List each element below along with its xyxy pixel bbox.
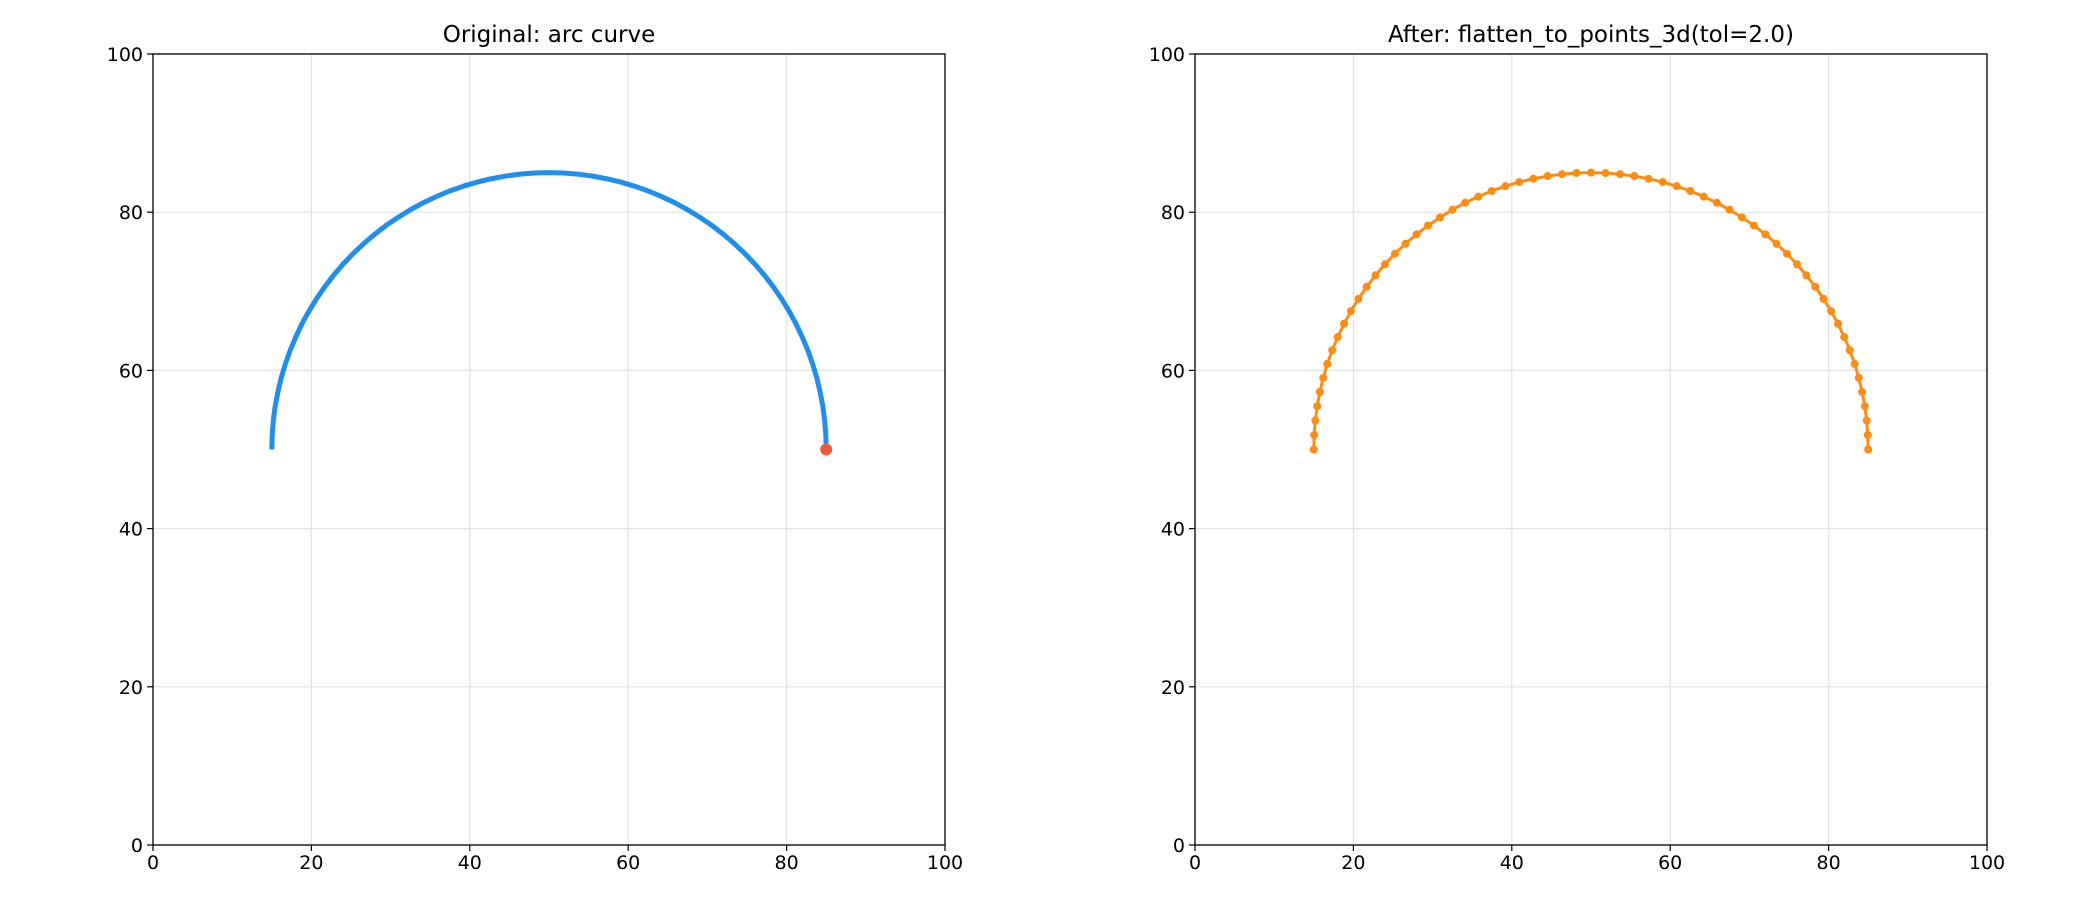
y-tick-label: 100: [107, 44, 143, 66]
y-tick-label: 40: [119, 519, 143, 541]
point: [1515, 178, 1524, 187]
point: [1845, 346, 1854, 355]
point: [1811, 282, 1820, 291]
y-tick-label: 20: [119, 677, 143, 699]
point: [1313, 402, 1322, 411]
point: [1783, 249, 1792, 258]
x-tick-label: 20: [1341, 852, 1365, 874]
point: [1558, 170, 1567, 179]
point: [820, 443, 833, 456]
point: [1850, 359, 1859, 368]
point: [1862, 416, 1871, 425]
point: [1749, 221, 1758, 230]
x-tick-label: 60: [616, 852, 640, 874]
point: [1501, 182, 1510, 191]
point: [1761, 230, 1770, 239]
point: [1840, 332, 1849, 341]
point: [1311, 416, 1320, 425]
curve: [269, 170, 829, 450]
point: [1354, 294, 1363, 303]
point: [1448, 205, 1457, 214]
point: [1644, 174, 1653, 183]
x-tick-label: 40: [1500, 852, 1524, 874]
point: [1362, 282, 1371, 291]
x-tick-label: 60: [1658, 852, 1682, 874]
point: [1529, 174, 1538, 183]
chart-title: After: flatten_to_points_3d(tol=2.0): [1388, 22, 1794, 48]
point: [1699, 192, 1708, 201]
x-tick-label: 100: [1969, 852, 2005, 874]
axes: 0 20 40 60 80 100 0 20 40 60 80 100 Original: arc cu…: [107, 22, 963, 874]
point: [1630, 172, 1639, 181]
x-tick-label: 100: [927, 852, 963, 874]
point: [1601, 169, 1610, 178]
point: [1686, 187, 1695, 196]
point: [1390, 249, 1399, 258]
y-tick-label: 60: [1161, 360, 1185, 382]
y-tick-label: 100: [1149, 44, 1185, 66]
point: [1587, 168, 1595, 177]
point: [1827, 307, 1836, 316]
point: [1863, 431, 1872, 440]
point: [1572, 169, 1581, 178]
x-tick-label: 20: [299, 852, 323, 874]
y-tick-label: 0: [131, 835, 143, 857]
x-tick-label: 0: [1189, 852, 1201, 874]
x-tick-label: 0: [147, 852, 159, 874]
point: [1725, 205, 1734, 214]
axes: 0 20 40 60 80 100 0 20 40 60 80 100 After: flatten_t…: [1149, 22, 2005, 874]
point: [1461, 198, 1470, 207]
point: [1854, 373, 1863, 382]
point: [1860, 402, 1869, 411]
y-tick-label: 0: [1173, 835, 1185, 857]
point: [1864, 445, 1873, 454]
point: [1381, 260, 1390, 269]
point: [1424, 221, 1433, 230]
y-tick-label: 80: [1161, 202, 1185, 224]
point: [1802, 271, 1811, 280]
y-tick-label: 60: [119, 360, 143, 382]
point: [1672, 182, 1681, 191]
point: [1315, 387, 1324, 396]
point: [1772, 239, 1781, 248]
point: [1339, 319, 1348, 328]
point: [1328, 346, 1337, 355]
point: [1712, 198, 1721, 207]
point: [1543, 172, 1552, 181]
x-tick-label: 80: [1817, 852, 1841, 874]
point: [1474, 192, 1483, 201]
point: [1615, 170, 1624, 179]
point: [1737, 213, 1746, 222]
x-tick-label: 40: [458, 852, 482, 874]
point: [1310, 431, 1319, 440]
point: [1792, 260, 1801, 269]
point: [1412, 230, 1421, 239]
plot-frame: [152, 53, 946, 846]
point: [1819, 294, 1828, 303]
point: [1658, 178, 1667, 187]
chart-title: Original: arc curve: [443, 22, 656, 48]
point: [1371, 271, 1380, 280]
y-tick-label: 20: [1161, 677, 1185, 699]
x-tick-label: 80: [775, 852, 799, 874]
point: [1333, 332, 1342, 341]
y-tick-label: 40: [1161, 519, 1185, 541]
point: [1319, 373, 1328, 382]
point: [1346, 307, 1355, 316]
y-tick-label: 80: [119, 202, 143, 224]
point: [1858, 387, 1867, 396]
plot-frame: [1194, 53, 1988, 846]
point: [1834, 319, 1843, 328]
point: [1323, 359, 1332, 368]
point: [1487, 187, 1496, 196]
point: [1436, 213, 1445, 222]
curve: [1312, 171, 1870, 450]
point: [1401, 239, 1410, 248]
point: [1309, 445, 1318, 454]
